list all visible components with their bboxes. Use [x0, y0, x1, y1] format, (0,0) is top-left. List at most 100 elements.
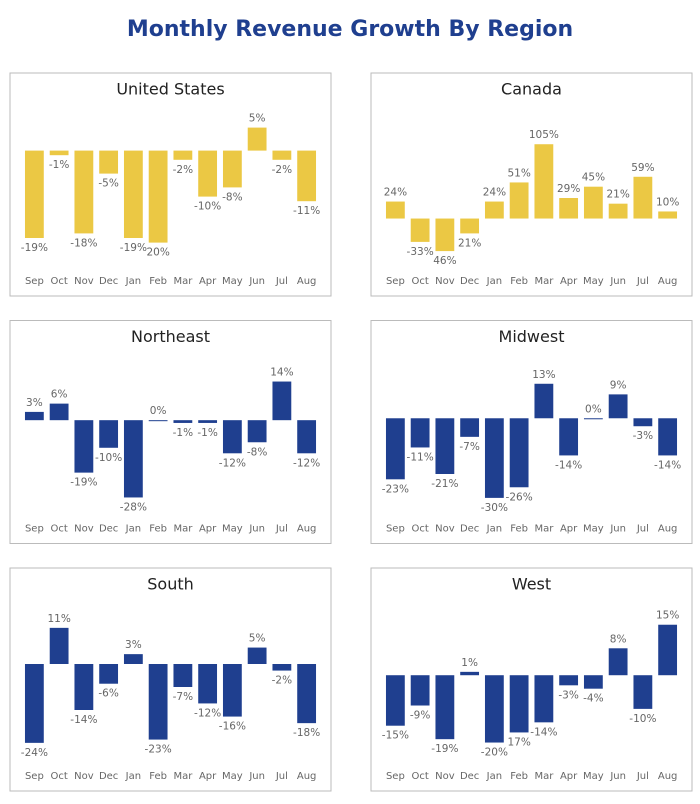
bar: [484, 201, 504, 219]
x-tick-label: Jul: [636, 276, 649, 287]
value-label: -18%: [70, 237, 97, 249]
x-tick-label: Feb: [149, 771, 167, 782]
x-tick-label: Jul: [636, 524, 649, 535]
x-tick-label: Apr: [560, 771, 578, 782]
x-tick-label: Feb: [510, 771, 528, 782]
x-tick-label: Apr: [199, 276, 217, 287]
bar: [559, 675, 579, 686]
bar: [222, 420, 242, 454]
value-label: -14%: [555, 459, 582, 471]
bar: [24, 150, 44, 238]
value-label: -19%: [120, 242, 147, 254]
value-label: -15%: [382, 730, 409, 742]
panel: [9, 320, 332, 544]
bar: [385, 418, 405, 480]
x-tick-label: Jan: [486, 524, 502, 535]
x-tick-label: May: [583, 771, 604, 782]
value-label: 11%: [47, 613, 70, 625]
value-label: 0%: [585, 403, 602, 415]
x-tick-label: Jan: [486, 276, 502, 287]
x-tick-label: Oct: [50, 276, 67, 287]
x-tick-label: Jan: [125, 276, 141, 287]
x-tick-label: Dec: [460, 524, 479, 535]
bar: [385, 201, 405, 219]
bar: [534, 144, 554, 219]
bar: [608, 203, 628, 219]
x-tick-label: Sep: [25, 524, 44, 535]
value-label: 59%: [631, 162, 654, 174]
bar: [559, 418, 579, 456]
value-label: -21%: [431, 478, 458, 490]
bar: [534, 383, 554, 419]
bar: [534, 675, 554, 723]
bar: [222, 664, 242, 717]
bar: [410, 675, 430, 706]
bar: [583, 675, 603, 689]
x-tick-label: Apr: [199, 771, 217, 782]
value-label: 10%: [656, 196, 679, 208]
x-tick-label: Nov: [435, 771, 455, 782]
value-label: -8%: [247, 446, 267, 458]
bar: [484, 675, 504, 743]
bar: [559, 198, 579, 219]
x-tick-label: Mar: [534, 771, 554, 782]
value-label: -1%: [49, 159, 69, 171]
bar: [484, 418, 504, 498]
x-tick-label: Oct: [411, 524, 428, 535]
bar: [49, 403, 69, 421]
x-tick-label: Jul: [275, 524, 288, 535]
x-tick-label: Feb: [510, 276, 528, 287]
value-label: 1%: [461, 657, 478, 669]
x-tick-label: Dec: [460, 771, 479, 782]
value-label: 0%: [150, 405, 167, 417]
bar: [123, 654, 143, 664]
panel-title: Canada: [501, 80, 562, 99]
bar: [99, 664, 119, 684]
panel-title: South: [147, 575, 194, 594]
value-label: -7%: [173, 691, 193, 703]
value-label: 24%: [384, 187, 407, 199]
bar: [272, 150, 292, 160]
x-tick-label: Aug: [658, 524, 678, 535]
value-label: -28%: [120, 501, 147, 513]
bar: [435, 675, 455, 740]
x-tick-label: Oct: [50, 771, 67, 782]
x-tick-label: Sep: [386, 276, 405, 287]
bar: [49, 150, 69, 156]
x-tick-label: Feb: [149, 524, 167, 535]
x-tick-label: Dec: [99, 276, 118, 287]
bar: [658, 624, 678, 676]
panel-title: West: [512, 575, 551, 594]
bar: [509, 675, 529, 733]
value-label: -12%: [293, 457, 320, 469]
x-tick-label: Jun: [609, 276, 626, 287]
x-tick-label: Jul: [275, 276, 288, 287]
x-tick-label: Apr: [560, 524, 578, 535]
x-tick-label: Sep: [25, 276, 44, 287]
value-label: -11%: [407, 451, 434, 463]
bar: [435, 418, 455, 474]
bar: [198, 664, 218, 704]
value-label: -2%: [272, 675, 292, 687]
bar: [460, 671, 480, 676]
x-tick-label: Aug: [297, 771, 317, 782]
value-label: -3%: [633, 430, 653, 442]
value-label: -10%: [95, 452, 122, 464]
value-label: 24%: [483, 187, 506, 199]
bar: [99, 420, 119, 448]
value-label: -3%: [558, 689, 578, 701]
x-tick-label: Nov: [435, 524, 455, 535]
x-tick-label: Oct: [50, 524, 67, 535]
bar: [460, 418, 480, 437]
x-tick-label: May: [222, 276, 243, 287]
bar: [74, 420, 94, 473]
value-label: -7%: [459, 441, 479, 453]
bar: [198, 150, 218, 197]
value-label: 17%: [507, 736, 530, 748]
x-tick-label: Mar: [534, 524, 554, 535]
value-label: -14%: [654, 459, 681, 471]
x-tick-label: Mar: [173, 771, 193, 782]
value-label: 3%: [125, 639, 142, 651]
value-label: -14%: [70, 714, 97, 726]
bar: [272, 664, 292, 671]
